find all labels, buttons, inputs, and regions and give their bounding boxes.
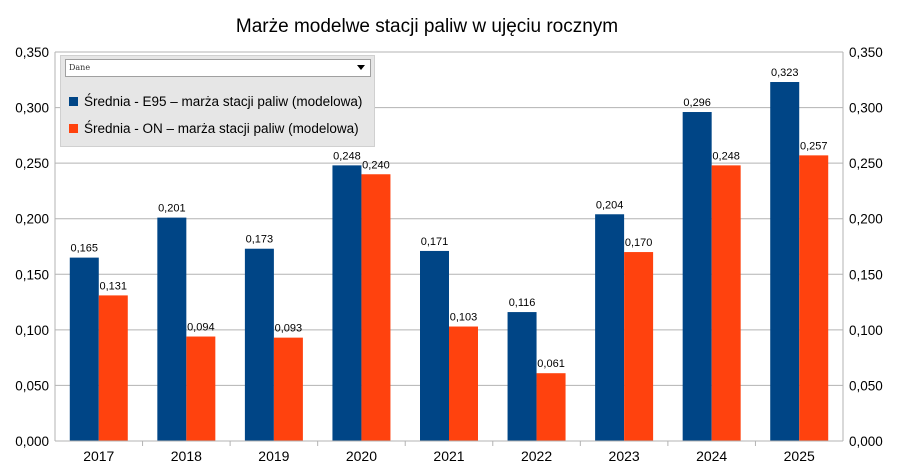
bar-value-label: 0,173 <box>246 234 274 246</box>
y-tick-label-left: 0,200 <box>15 212 49 227</box>
legend-label-e95: Średnia - E95 – marża stacji paliw (mode… <box>84 93 363 109</box>
bar-value-label: 0,248 <box>333 150 361 162</box>
bar <box>332 165 362 441</box>
y-tick-label-right: 0,250 <box>849 156 883 171</box>
bar-value-label: 0,170 <box>625 237 653 249</box>
bar-value-label: 0,248 <box>712 150 740 162</box>
bar <box>799 155 829 441</box>
x-tick-label: 2017 <box>83 448 114 464</box>
bar <box>273 337 303 441</box>
x-tick-label: 2025 <box>784 448 815 464</box>
bar <box>682 112 712 441</box>
data-field-dropdown-label: Dane <box>69 63 91 72</box>
bar <box>624 252 654 441</box>
bar-value-label: 0,094 <box>187 322 215 334</box>
legend: Dane Średnia - E95 – marża stacji paliw … <box>60 55 375 147</box>
y-tick-label-right: 0,300 <box>849 101 883 116</box>
bar <box>449 326 478 441</box>
bar <box>361 174 391 441</box>
bar <box>157 217 187 441</box>
x-tick-label: 2022 <box>521 448 552 464</box>
y-tick-label-left: 0,350 <box>15 45 49 60</box>
legend-swatch-on <box>69 123 78 133</box>
data-field-dropdown[interactable]: Dane <box>65 59 371 77</box>
y-tick-label-left: 0,250 <box>15 156 49 171</box>
legend-item-on: Średnia - ON – marża stacji paliw (model… <box>69 120 359 136</box>
chart-title: Marże modelwe stacji paliw w ujęciu rocz… <box>236 16 618 37</box>
bar <box>186 336 216 441</box>
bar <box>711 165 741 441</box>
bar-value-label: 0,240 <box>362 159 390 171</box>
axes <box>54 52 844 446</box>
bar <box>69 257 99 441</box>
y-tick-label-right: 0,350 <box>849 45 883 60</box>
y-tick-label-right: 0,150 <box>849 267 883 282</box>
y-tick-label-left: 0,300 <box>15 101 49 116</box>
bar-value-label: 0,323 <box>771 67 799 79</box>
bar-value-label: 0,201 <box>158 203 186 215</box>
bar <box>770 82 800 441</box>
bar-value-label: 0,131 <box>100 280 128 292</box>
bar-value-label: 0,116 <box>509 297 536 309</box>
x-tick-label: 2021 <box>433 448 464 464</box>
y-tick-label-right: 0,100 <box>849 323 883 338</box>
bar <box>244 248 274 441</box>
y-tick-label-left: 0,000 <box>15 434 49 449</box>
bar <box>98 295 128 441</box>
x-tick-label: 2019 <box>258 448 289 464</box>
legend-label-on: Średnia - ON – marża stacji paliw (model… <box>84 120 359 136</box>
y-tick-label-left: 0,050 <box>15 378 49 393</box>
y-tick-label-right: 0,050 <box>849 378 883 393</box>
bar <box>595 214 625 441</box>
x-tick-label: 2024 <box>696 448 727 464</box>
y-tick-label-left: 0,150 <box>15 267 49 282</box>
bars <box>69 82 829 441</box>
y-axis-right: 0,000 0,050 0,100 0,150 0,200 0,250 0,300 0,350 <box>849 45 883 449</box>
bar <box>507 312 537 441</box>
legend-item-e95: Średnia - E95 – marża stacji paliw (mode… <box>69 93 362 109</box>
bar-value-label: 0,093 <box>275 323 303 335</box>
bar-value-label: 0,165 <box>71 243 99 255</box>
legend-swatch-e95 <box>69 96 78 106</box>
y-tick-label-right: 0,000 <box>849 434 883 449</box>
bar-value-label: 0,296 <box>683 97 711 109</box>
x-axis: 2017 2018 2019 2020 2021 2022 2023 2024 2025 <box>83 448 815 464</box>
bar <box>536 373 566 441</box>
y-axis-left: 0,000 0,050 0,100 0,150 0,200 0,250 0,300 0,350 <box>15 45 49 449</box>
y-tick-label-right: 0,200 <box>849 212 883 227</box>
x-tick-label: 2020 <box>346 448 377 464</box>
bar-value-label: 0,061 <box>537 358 565 370</box>
bar-value-label: 0,171 <box>421 236 449 248</box>
bar-value-label: 0,257 <box>800 140 828 152</box>
chevron-down-icon[interactable] <box>357 65 365 70</box>
x-tick-label: 2018 <box>171 448 202 464</box>
bar-value-label: 0,103 <box>450 312 478 324</box>
bar-value-label: 0,204 <box>596 199 624 211</box>
data-labels: 0,1650,1310,2010,0940,1730,0930,2480,240… <box>71 67 828 370</box>
x-tick-label: 2023 <box>609 448 640 464</box>
bar <box>420 250 449 441</box>
y-tick-label-left: 0,100 <box>15 323 49 338</box>
